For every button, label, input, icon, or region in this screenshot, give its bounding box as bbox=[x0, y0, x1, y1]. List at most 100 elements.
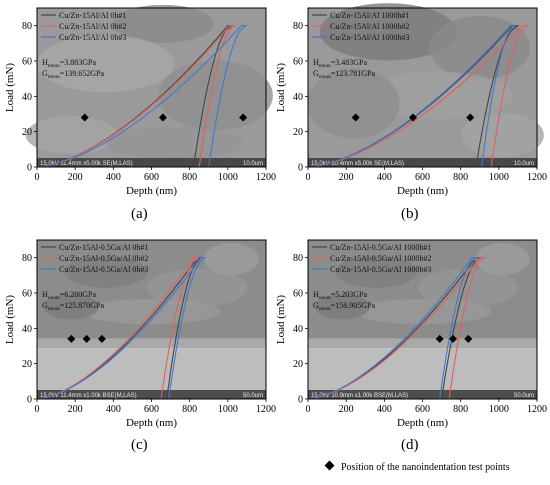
sem-info-bar bbox=[308, 158, 537, 167]
chart-panel-b: 15.0kV 10.4mm x5.00k SE(M,LAS) 10.0um 0 200… bbox=[275, 3, 547, 197]
stat-line: Hmean=3.883GPa bbox=[42, 58, 96, 69]
sem-texture bbox=[112, 4, 214, 43]
sem-texture bbox=[204, 243, 260, 275]
x-axis-label: Depth (nm) bbox=[126, 185, 177, 197]
chart-panel-c: 15.0kV 11.4mm x1.00k BSE(M,LAS) 50.0um 0 20… bbox=[4, 239, 276, 429]
x-tick-label: 800 bbox=[453, 404, 468, 415]
x-tick-label: 200 bbox=[68, 404, 83, 415]
stat-value: =156.905GPa bbox=[331, 301, 376, 310]
stat-line: Gmean=139.652GPa bbox=[42, 69, 104, 80]
sem-texture bbox=[64, 255, 147, 288]
stat-line: Gmean=156.905GPa bbox=[313, 301, 375, 312]
stat-subscript: mean bbox=[319, 295, 331, 301]
stat-value: =3.883GPa bbox=[60, 58, 97, 67]
stat-subscript: mean bbox=[48, 63, 60, 69]
sem-info-bar bbox=[308, 390, 537, 399]
sem-scale-label: 50.0um bbox=[243, 393, 263, 399]
series-line-3 bbox=[307, 25, 517, 168]
sem-caption: 15.0kV 10.9mm x1.00k BSE(M,LAS) bbox=[311, 393, 408, 399]
y-tick-label: 0 bbox=[298, 395, 303, 406]
stat-value: =6.280GPa bbox=[60, 290, 97, 299]
sem-scale-label: 10.0um bbox=[243, 161, 263, 167]
marker-footnote: Position of the nanoindentation test poi… bbox=[324, 460, 510, 473]
x-axis-label: Depth (nm) bbox=[397, 417, 448, 429]
stat-value: =139.652GPa bbox=[60, 69, 105, 78]
stat-line: Gmean=125.870GPa bbox=[42, 301, 104, 312]
x-tick-label: 400 bbox=[377, 404, 392, 415]
legend-entry: Cu/Zn-15Al/Al 1000h#1 bbox=[330, 11, 409, 20]
series-line-3 bbox=[36, 25, 248, 168]
sem-caption: 15.0kV 10.4mm x5.00k SE(M,LAS) bbox=[311, 161, 404, 167]
sem-caption: 15.0kV 11.4mm x5.00k SE(M,LAS) bbox=[40, 161, 133, 167]
chart-panel-a: 15.0kV 11.4mm x5.00k SE(M,LAS) 10.0um 0 200… bbox=[4, 4, 276, 197]
series-line-1 bbox=[307, 257, 483, 400]
x-tick-label: 0 bbox=[306, 172, 311, 183]
sem-texture bbox=[417, 268, 519, 307]
x-tick-label: 800 bbox=[182, 404, 197, 415]
y-tick-label: 20 bbox=[293, 127, 303, 138]
panel-label-a: (a) bbox=[131, 206, 148, 222]
series-line-2 bbox=[36, 257, 200, 400]
sem-texture bbox=[146, 268, 248, 307]
x-tick-label: 1000 bbox=[218, 172, 238, 183]
series-line-2 bbox=[307, 257, 486, 400]
x-tick-label: 1000 bbox=[489, 172, 509, 183]
stat-symbol: G bbox=[313, 69, 319, 78]
x-tick-label: 600 bbox=[415, 404, 430, 415]
stat-value: =125.870GPa bbox=[60, 301, 105, 310]
test-point-marker bbox=[67, 334, 76, 343]
sem-texture bbox=[25, 116, 118, 155]
x-tick-label: 400 bbox=[106, 172, 121, 183]
legend-entry: Cu/Zn-15Al-0.5Ga/Al 0h#2 bbox=[59, 254, 148, 263]
test-point-marker bbox=[239, 113, 248, 122]
x-tick-label: 1000 bbox=[218, 404, 238, 415]
footnote-text: Position of the nanoindentation test poi… bbox=[341, 462, 510, 473]
panel-label-c: (c) bbox=[131, 437, 148, 453]
x-tick-label: 600 bbox=[144, 404, 159, 415]
sem-texture bbox=[314, 294, 370, 320]
stat-subscript: mean bbox=[48, 306, 60, 312]
x-tick-label: 0 bbox=[35, 172, 40, 183]
stat-symbol: G bbox=[42, 301, 48, 310]
y-tick-label: 0 bbox=[27, 163, 32, 174]
legend-entry: Cu/Zn-15Al-0.5Ga/Al 1000h#1 bbox=[330, 243, 431, 252]
series-line-3 bbox=[307, 257, 478, 400]
test-point-marker bbox=[449, 334, 458, 343]
test-point-marker bbox=[408, 113, 417, 122]
stat-line: Hmean=5.203GPa bbox=[313, 290, 367, 301]
sem-texture bbox=[43, 294, 99, 320]
legend-entry: Cu/Zn-15Al/Al 0h#2 bbox=[59, 22, 126, 31]
stat-subscript: mean bbox=[48, 74, 60, 80]
x-tick-label: 200 bbox=[68, 172, 83, 183]
test-point-marker bbox=[466, 113, 475, 122]
test-point-marker bbox=[97, 334, 106, 343]
stat-line: Hmean=6.280GPa bbox=[42, 290, 96, 301]
sem-texture bbox=[353, 298, 492, 325]
stat-symbol: G bbox=[42, 69, 48, 78]
x-tick-label: 600 bbox=[415, 172, 430, 183]
x-tick-label: 1200 bbox=[527, 172, 547, 183]
y-tick-label: 80 bbox=[22, 21, 32, 32]
legend-entry: Cu/Zn-15Al/Al 0h#3 bbox=[59, 33, 126, 42]
sem-texture bbox=[335, 255, 418, 288]
y-tick-label: 40 bbox=[293, 92, 303, 103]
x-tick-label: 800 bbox=[182, 172, 197, 183]
y-tick-label: 80 bbox=[293, 21, 303, 32]
test-point-marker bbox=[464, 334, 473, 343]
stat-line: Hmean=3.483GPa bbox=[313, 58, 367, 69]
stat-symbol: H bbox=[313, 58, 319, 67]
x-tick-label: 0 bbox=[306, 404, 311, 415]
y-tick-label: 60 bbox=[22, 57, 32, 68]
y-tick-label: 80 bbox=[22, 253, 32, 264]
legend-entry: Cu/Zn-15Al-0.5Ga/Al 1000h#2 bbox=[330, 254, 431, 263]
test-point-marker bbox=[82, 334, 91, 343]
x-tick-label: 200 bbox=[339, 172, 354, 183]
sem-scale-label: 10.0um bbox=[514, 161, 534, 167]
stat-subscript: mean bbox=[319, 63, 331, 69]
panel-label-b: (b) bbox=[401, 206, 419, 222]
chart-panel-d: 15.0kV 10.9mm x1.00k BSE(M,LAS) 50.0um 0 20… bbox=[275, 239, 547, 429]
sem-texture bbox=[475, 243, 531, 275]
test-point-marker bbox=[80, 113, 89, 122]
sem-info-bar bbox=[37, 158, 266, 167]
